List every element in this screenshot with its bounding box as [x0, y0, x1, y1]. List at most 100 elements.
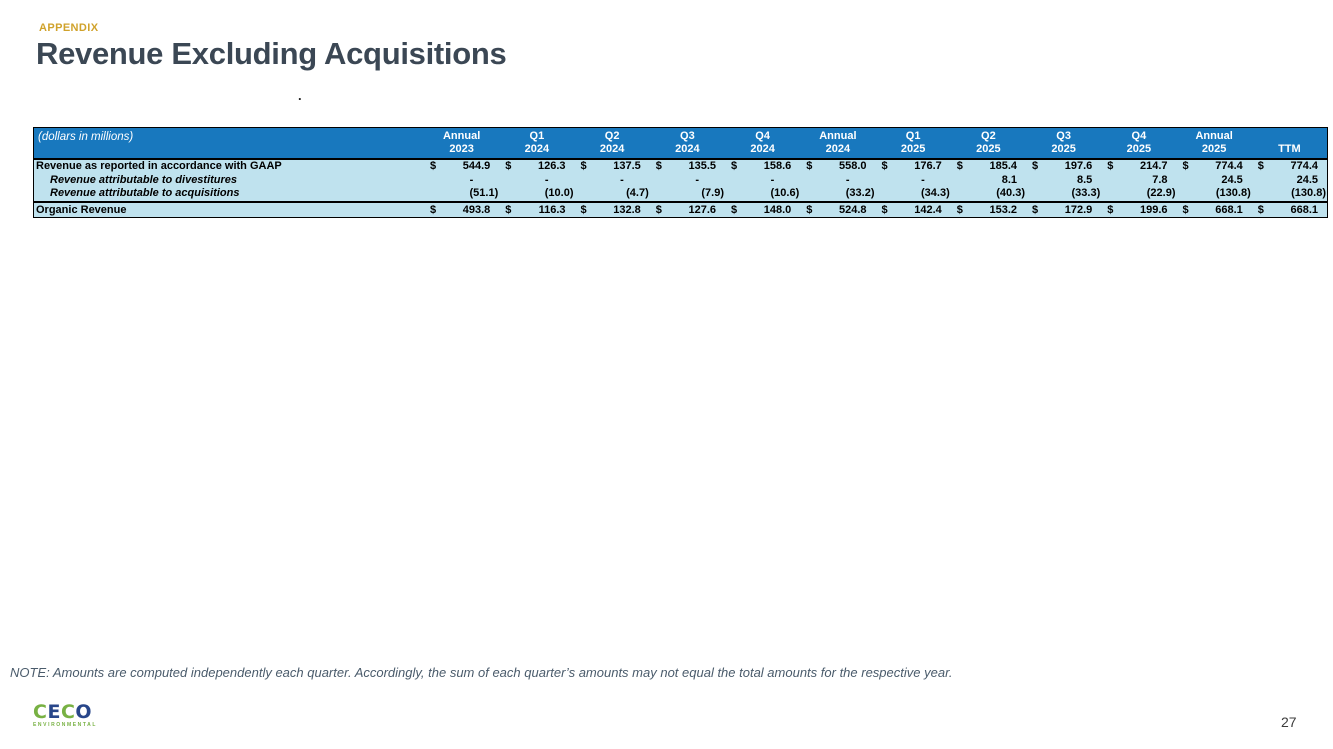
row-label: Revenue attributable to acquisitions — [50, 187, 240, 199]
revenue-table: (dollars in millions) Annual 2023 Q1 2024 Q2 2… — [33, 127, 1328, 218]
cell-value: 116.3 — [538, 203, 566, 216]
dollar-sign: $ — [881, 203, 888, 216]
page-title: Revenue Excluding Acquisitions — [36, 36, 507, 71]
cell-value: 172.9 — [1064, 203, 1093, 216]
cell-value: 132.8 — [613, 203, 641, 216]
cell-value: - — [695, 173, 699, 186]
cell-value: 126.3 — [537, 160, 566, 172]
cell-value: 176.7 — [914, 160, 942, 172]
cell-value: 24.5 — [1221, 173, 1243, 186]
cell-value: (22.9) — [1146, 187, 1176, 199]
table-column-header-q2-2025: Q2 2025 — [976, 130, 1001, 155]
table-cell: $176.7 — [876, 160, 951, 174]
cell-value: 7.8 — [1152, 173, 1168, 186]
table-column-header-q4-2025: Q4 2025 — [1126, 130, 1152, 155]
row-label: Organic Revenue — [36, 203, 127, 216]
table-cell: (51.1) — [424, 187, 499, 201]
cell-value: - — [770, 173, 775, 186]
table-cell: $132.8 — [575, 203, 650, 218]
cell-value: 558.0 — [838, 160, 867, 172]
dollar-sign: $ — [731, 203, 738, 216]
table-header-row: (dollars in millions) Annual 2023 Q1 2024 Q2 2… — [34, 128, 1327, 158]
dollar-sign: $ — [655, 203, 662, 216]
table-row: Revenue attributable to acquisitions (51.… — [34, 187, 1327, 201]
table-cell: - — [575, 174, 650, 188]
cell-value: 197.6 — [1064, 160, 1093, 172]
table-cell: (34.3) — [876, 187, 951, 201]
cell-value: - — [544, 173, 549, 186]
table-cell: - — [650, 174, 725, 188]
ceco-logo-word: CECO — [33, 703, 97, 722]
table-column-header-q1-2025: Q1 2025 — [900, 130, 926, 155]
table-cell: - — [424, 174, 499, 188]
cell-value: 524.8 — [838, 203, 867, 216]
dollar-sign: $ — [956, 203, 963, 216]
dollar-sign: $ — [580, 203, 587, 216]
cell-value: 214.7 — [1139, 160, 1168, 172]
dollar-sign: $ — [505, 160, 512, 172]
table-column-header-q3-2024: Q3 2024 — [675, 130, 700, 155]
cell-value: 199.6 — [1139, 203, 1168, 216]
dollar-sign: $ — [1107, 203, 1114, 216]
table-cell: (40.3) — [951, 187, 1026, 201]
table-cell: $158.6 — [725, 160, 800, 174]
table-cell: $214.7 — [1101, 160, 1176, 174]
cell-value: 185.4 — [989, 160, 1017, 172]
table-cell: $544.9 — [424, 160, 499, 174]
dollar-sign: $ — [1257, 203, 1264, 216]
cell-value: 668.1 — [1290, 203, 1318, 216]
table-cell: (4.7) — [575, 187, 650, 201]
cell-value: 668.1 — [1215, 203, 1243, 216]
dollar-sign: $ — [731, 160, 738, 172]
table-cell: $558.0 — [800, 160, 875, 174]
cell-value: 24.5 — [1296, 173, 1318, 186]
cell-value: (10.6) — [770, 187, 800, 199]
cell-value: - — [469, 173, 474, 186]
table-cell: $199.6 — [1101, 203, 1176, 218]
table-cell: - — [800, 174, 875, 188]
dollar-sign: $ — [1107, 160, 1114, 172]
table-cell: (10.0) — [499, 187, 574, 201]
cell-value: 544.9 — [462, 160, 491, 172]
dollar-sign: $ — [580, 160, 587, 172]
table-cell: $668.1 — [1252, 203, 1327, 218]
table-column-header-annual-2023: Annual 2023 — [442, 130, 481, 155]
cell-value: (33.2) — [845, 187, 875, 199]
table-cell: $126.3 — [499, 160, 574, 174]
stray-dot: . — [298, 88, 302, 103]
table-cell: - — [725, 174, 800, 188]
dollar-sign: $ — [430, 160, 437, 172]
table-cell: 7.8 — [1101, 174, 1176, 188]
table-cell: (22.9) — [1101, 187, 1176, 201]
dollar-sign: $ — [655, 160, 662, 172]
table-column-header-q3-2025: Q3 2025 — [1051, 130, 1076, 155]
cell-value: (130.8) — [1291, 187, 1326, 199]
table-cell: $185.4 — [951, 160, 1026, 174]
table-cell: (33.3) — [1026, 187, 1101, 201]
logo-letter: C — [33, 701, 48, 723]
table-cell: $148.0 — [725, 203, 800, 218]
table-column-header-q1-2024: Q1 2024 — [524, 130, 550, 155]
dollar-sign: $ — [1257, 160, 1264, 172]
table-cell: 24.5 — [1252, 174, 1327, 188]
cell-value: - — [845, 173, 850, 186]
logo-letter: C — [60, 701, 76, 723]
table-row: Revenue attributable to divestitures - - - -… — [34, 173, 1327, 188]
row-label: Revenue attributable to divestitures — [50, 173, 238, 186]
table-cell: $172.9 — [1026, 203, 1101, 218]
logo-letter: O — [75, 701, 93, 723]
table-cell: (10.6) — [725, 187, 800, 201]
dollar-sign: $ — [806, 160, 813, 172]
table-cell: $493.8 — [424, 203, 499, 218]
page-number: 27 — [1281, 714, 1297, 730]
table-cell: $127.6 — [650, 203, 725, 218]
dollar-sign: $ — [430, 203, 437, 216]
table-cell: $774.4 — [1252, 160, 1327, 174]
table-row: Revenue as reported in accordance with G… — [34, 158, 1327, 174]
table-cell: $137.5 — [575, 160, 650, 174]
cell-value: (130.8) — [1215, 187, 1251, 199]
cell-value: 8.5 — [1076, 173, 1093, 186]
cell-value: 8.1 — [1001, 173, 1017, 186]
table-cell: (7.9) — [650, 187, 725, 201]
